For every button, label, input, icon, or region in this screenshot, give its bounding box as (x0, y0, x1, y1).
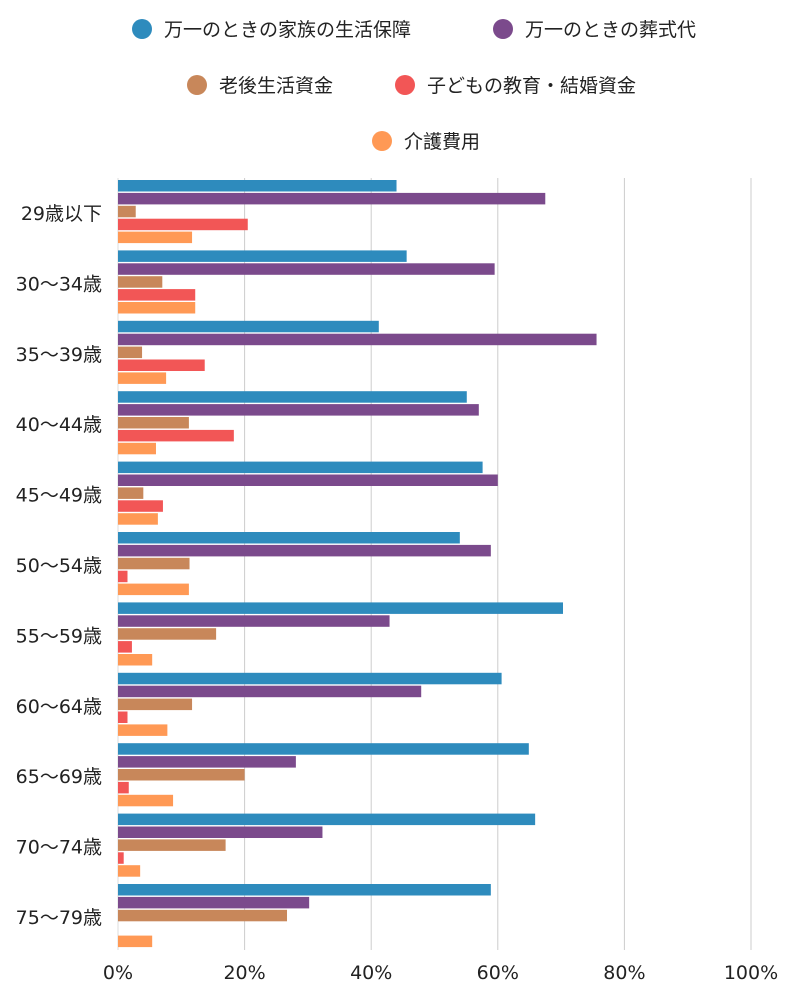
bar-2-1 (118, 250, 407, 262)
bar-7-1 (118, 602, 563, 614)
legend-swatch-2 (493, 19, 513, 39)
category-label-5: 45〜49歳 (16, 485, 102, 507)
bar-11-2 (118, 896, 310, 909)
bar-3-4 (118, 359, 205, 371)
x-tick-label-1: 0% (103, 962, 133, 984)
bar-7-5 (118, 654, 153, 666)
bar-2-2 (118, 263, 495, 275)
bar-3-3 (118, 346, 143, 359)
category-label-6: 50〜54歳 (16, 555, 102, 577)
category-label-11: 75〜79歳 (16, 907, 102, 929)
bar-1-1 (118, 180, 397, 192)
bar-8-1 (118, 672, 502, 685)
bar-6-2 (118, 544, 491, 557)
bar-11-3 (118, 909, 288, 922)
bar-9-5 (118, 794, 174, 807)
category-label-10: 70〜74歳 (16, 837, 102, 859)
category-label-4: 40〜44歳 (16, 414, 102, 436)
x-tick-label-3: 40% (350, 962, 392, 984)
bar-1-3 (118, 205, 136, 218)
bar-6-3 (118, 557, 190, 570)
legend-swatch-3 (187, 75, 207, 95)
category-labels: 29歳以下 30〜34歳 35〜39歳 40〜44歳 45〜49歳 50〜54歳 55〜59… (16, 203, 102, 929)
legend-swatch-5 (372, 131, 392, 151)
x-tick-label-4: 60% (477, 962, 519, 984)
bar-9-2 (118, 756, 296, 768)
bar-5-1 (118, 461, 483, 474)
legend-swatch-4 (395, 75, 415, 95)
bar-2-3 (118, 276, 163, 288)
bar-8-5 (118, 724, 168, 736)
bar-3-1 (118, 320, 379, 333)
bar-7-2 (118, 615, 390, 627)
category-label-1: 29歳以下 (21, 203, 102, 225)
bar-8-2 (118, 685, 422, 698)
bar-7-3 (118, 628, 217, 640)
bar-5-5 (118, 513, 158, 525)
bar-1-5 (118, 231, 193, 244)
bar-6-1 (118, 532, 460, 544)
category-label-8: 60〜64歳 (16, 696, 102, 718)
bar-5-3 (118, 487, 144, 499)
bar-4-5 (118, 442, 156, 455)
bar-5-4 (118, 500, 163, 512)
bar-9-3 (118, 769, 245, 781)
bar-1-4 (118, 218, 248, 231)
x-tick-label-2: 20% (223, 962, 265, 984)
bar-10-1 (118, 813, 536, 826)
bars (118, 180, 597, 948)
bar-11-1 (118, 884, 491, 896)
bar-8-3 (118, 698, 193, 711)
bar-9-1 (118, 743, 529, 755)
bar-8-4 (118, 711, 128, 723)
bar-4-2 (118, 404, 479, 416)
legend-label-2: 万一のときの葬式代 (525, 19, 696, 41)
bar-3-5 (118, 372, 167, 384)
category-label-7: 55〜59歳 (16, 625, 102, 647)
bar-10-4 (118, 852, 124, 864)
category-label-9: 65〜69歳 (16, 766, 102, 788)
bar-11-5 (118, 935, 153, 948)
bar-6-4 (118, 570, 128, 583)
bar-4-1 (118, 391, 467, 403)
bar-2-4 (118, 289, 196, 301)
bar-4-3 (118, 417, 189, 429)
bar-10-2 (118, 826, 323, 838)
legend-label-4: 子どもの教育・結婚資金 (427, 75, 636, 97)
bar-6-5 (118, 583, 189, 596)
bar-2-5 (118, 302, 196, 314)
legend-label-1: 万一のときの家族の生活保障 (164, 19, 411, 41)
category-label-3: 35〜39歳 (16, 344, 102, 366)
bar-10-5 (118, 865, 141, 877)
bar-4-4 (118, 429, 234, 442)
bar-5-2 (118, 474, 498, 486)
x-tick-label-5: 80% (603, 962, 645, 984)
legend-label-5: 介護費用 (404, 131, 480, 153)
bar-3-2 (118, 333, 597, 346)
bar-7-4 (118, 641, 132, 653)
bar-1-2 (118, 192, 546, 205)
x-tick-labels: 0% 20% 40% 60% 80% 100% (103, 962, 778, 984)
bar-10-3 (118, 839, 226, 851)
bar-9-4 (118, 781, 129, 794)
category-label-2: 30〜34歳 (16, 273, 102, 295)
legend-label-3: 老後生活資金 (219, 75, 333, 97)
legend-swatch-1 (132, 19, 152, 39)
x-tick-label-6: 100% (724, 962, 778, 984)
